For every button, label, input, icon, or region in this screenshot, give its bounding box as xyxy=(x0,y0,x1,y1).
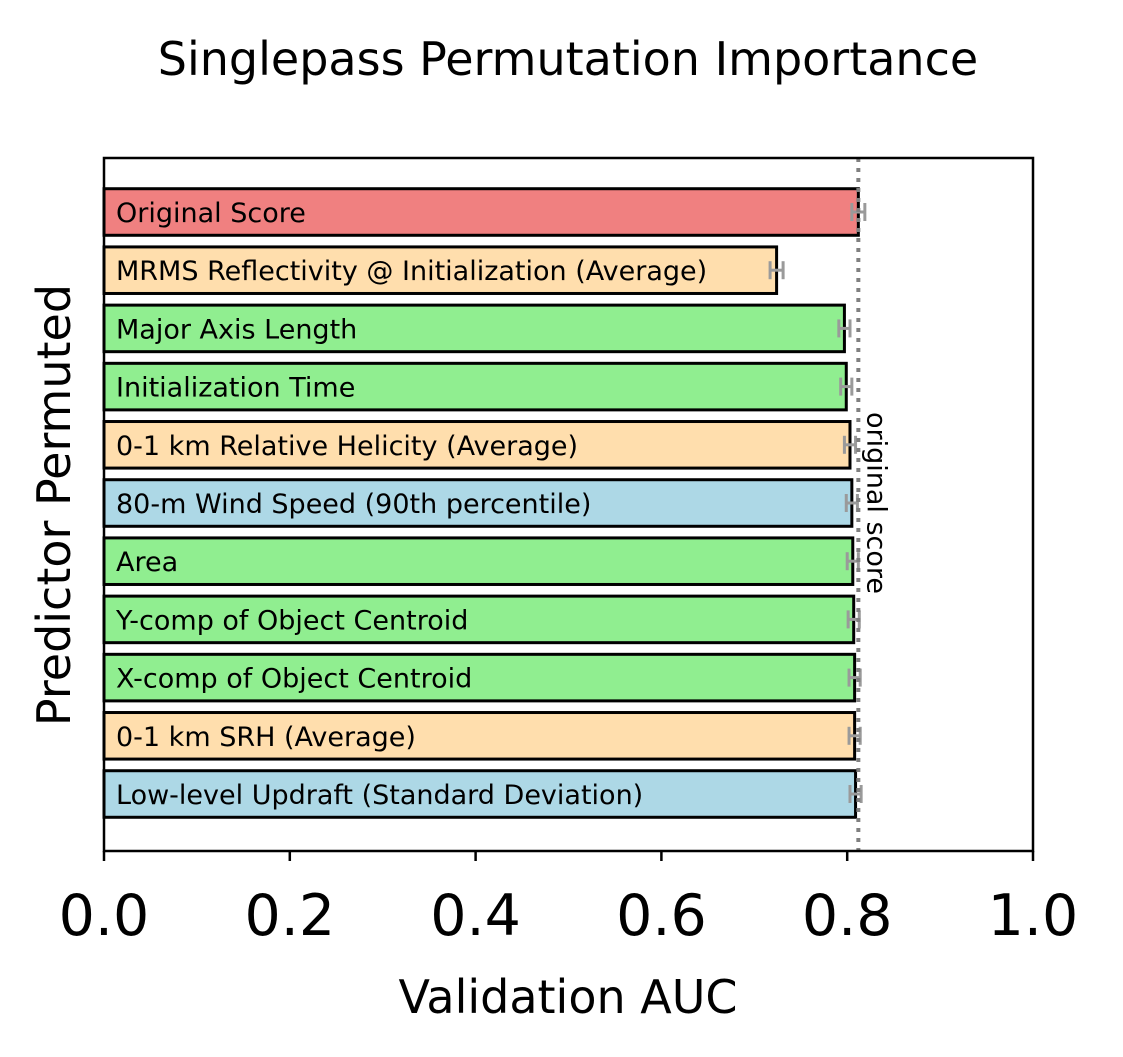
bars-group xyxy=(102,187,860,819)
bar-label: Y-comp of Object Centroid xyxy=(115,605,468,636)
x-axis: 0.0 0.2 0.4 0.6 0.8 1.0 xyxy=(59,851,1079,949)
x-tick-label: 1.0 xyxy=(988,883,1079,949)
bar-label: 0-1 km Relative Helicity (Average) xyxy=(116,431,578,462)
chart-title: Singlepass Permutation Importance xyxy=(158,32,978,86)
x-tick-label: 0.8 xyxy=(802,883,893,949)
plot-area: original score Original Score MRMS Reflec… xyxy=(102,156,1035,853)
bar-label: 0-1 km SRH (Average) xyxy=(116,722,416,753)
bar-label: 80-m Wind Speed (90th percentile) xyxy=(116,489,591,520)
bar-label: X-comp of Object Centroid xyxy=(116,664,472,695)
bar-label: Area xyxy=(116,547,178,578)
x-tick-label: 0.6 xyxy=(616,883,707,949)
bar xyxy=(102,420,852,470)
bar-label: Initialization Time xyxy=(116,373,355,404)
x-tick-label: 0.4 xyxy=(430,883,521,949)
x-axis-label: Validation AUC xyxy=(398,970,737,1024)
original-score-label: original score xyxy=(860,412,891,594)
bar-labels-group: Original Score MRMS Reflectivity @ Initia… xyxy=(115,198,707,811)
bar xyxy=(102,536,855,586)
y-axis-label: Predictor Permuted xyxy=(27,284,81,726)
bar-label: Low-level Updraft (Standard Deviation) xyxy=(116,780,643,811)
bar-label: MRMS Reflectivity @ Initialization (Aver… xyxy=(116,256,707,287)
bar xyxy=(102,303,846,354)
bar-label: Original Score xyxy=(116,198,306,229)
bar-label: Major Axis Length xyxy=(116,314,357,345)
bar xyxy=(102,245,779,295)
x-tick-label: 0.0 xyxy=(59,883,150,949)
x-tick-label: 0.2 xyxy=(244,883,335,949)
plot-frame xyxy=(102,156,1035,853)
